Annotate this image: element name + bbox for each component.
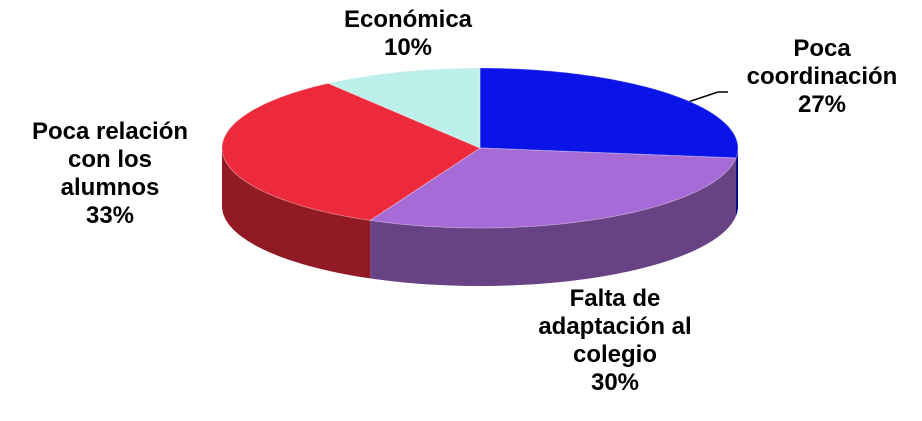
slice xyxy=(368,147,737,229)
value-label: 33% xyxy=(85,202,135,229)
slice-side xyxy=(370,158,736,286)
category-label: Poca coordinación xyxy=(746,35,898,90)
slice-label: Poca coordinación 27% xyxy=(740,35,905,119)
value-label: 27% xyxy=(797,91,847,118)
category-label: Poca relación con los alumnos xyxy=(31,118,189,201)
slice-label: Falta de adaptación al colegio 30% xyxy=(528,285,703,397)
category-label: Falta de adaptación al colegio xyxy=(538,285,692,368)
category-label: Económica xyxy=(343,6,473,33)
slice xyxy=(221,82,482,221)
slice-side-shade xyxy=(222,148,371,279)
value-label: 10% xyxy=(383,34,433,61)
slice-side-shade xyxy=(370,158,736,286)
leader-line xyxy=(681,91,728,105)
slice xyxy=(479,67,739,159)
slice xyxy=(326,67,481,149)
slice-side xyxy=(222,148,371,279)
slice-side xyxy=(735,148,738,217)
slice-side-shade xyxy=(735,148,738,217)
slice-label: Económica 10% xyxy=(333,6,483,62)
value-label: 30% xyxy=(590,369,640,396)
slice-label: Poca relación con los alumnos 33% xyxy=(21,118,199,230)
